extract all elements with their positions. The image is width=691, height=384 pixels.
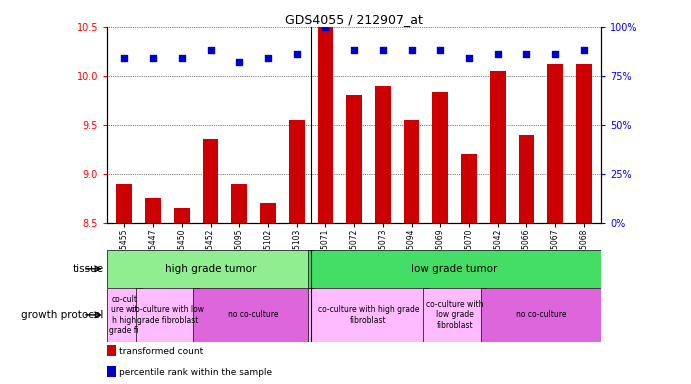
Text: co-culture with
low grade
fibroblast: co-culture with low grade fibroblast xyxy=(426,300,484,330)
Bar xyxy=(107,250,314,288)
Point xyxy=(263,55,274,61)
Bar xyxy=(576,64,591,223)
Bar xyxy=(461,154,477,223)
Bar xyxy=(404,120,419,223)
Bar xyxy=(107,345,116,356)
Bar xyxy=(375,86,391,223)
Point xyxy=(549,51,560,57)
Text: transformed count: transformed count xyxy=(120,347,204,356)
Bar xyxy=(289,120,305,223)
Point xyxy=(348,47,359,53)
Point xyxy=(205,47,216,53)
Text: low grade tumor: low grade tumor xyxy=(411,264,498,274)
Bar xyxy=(193,288,314,342)
Text: percentile rank within the sample: percentile rank within the sample xyxy=(120,368,272,377)
Bar xyxy=(423,288,486,342)
Text: no co-culture: no co-culture xyxy=(228,310,279,319)
Text: tissue: tissue xyxy=(73,264,104,274)
Bar xyxy=(490,71,506,223)
Bar xyxy=(136,288,199,342)
Point xyxy=(148,55,159,61)
Point xyxy=(234,59,245,65)
Bar xyxy=(260,203,276,223)
Bar xyxy=(107,366,116,377)
Point xyxy=(464,55,475,61)
Bar xyxy=(308,288,429,342)
Text: co-culture with high grade
fibroblast: co-culture with high grade fibroblast xyxy=(318,305,419,324)
Bar xyxy=(547,64,563,223)
Bar xyxy=(480,288,601,342)
Bar xyxy=(308,250,601,288)
Bar xyxy=(346,95,362,223)
Bar xyxy=(107,288,142,342)
Bar xyxy=(145,198,161,223)
Title: GDS4055 / 212907_at: GDS4055 / 212907_at xyxy=(285,13,423,26)
Text: growth protocol: growth protocol xyxy=(21,310,104,320)
Point xyxy=(320,24,331,30)
Text: no co-culture: no co-culture xyxy=(515,310,566,319)
Text: high grade tumor: high grade tumor xyxy=(165,264,256,274)
Text: co-culture with low
grade fibroblast: co-culture with low grade fibroblast xyxy=(131,305,204,324)
Point xyxy=(377,47,388,53)
Bar xyxy=(117,184,132,223)
Point xyxy=(406,47,417,53)
Bar xyxy=(202,139,218,223)
Bar xyxy=(433,93,448,223)
Point xyxy=(521,51,532,57)
Point xyxy=(291,51,302,57)
Point xyxy=(176,55,187,61)
Bar xyxy=(174,208,190,223)
Bar xyxy=(231,184,247,223)
Bar xyxy=(317,27,333,223)
Text: co-cult
ure wit
h high
grade fi: co-cult ure wit h high grade fi xyxy=(109,295,139,335)
Point xyxy=(492,51,503,57)
Point xyxy=(578,47,589,53)
Point xyxy=(119,55,130,61)
Point xyxy=(435,47,446,53)
Bar xyxy=(518,135,534,223)
